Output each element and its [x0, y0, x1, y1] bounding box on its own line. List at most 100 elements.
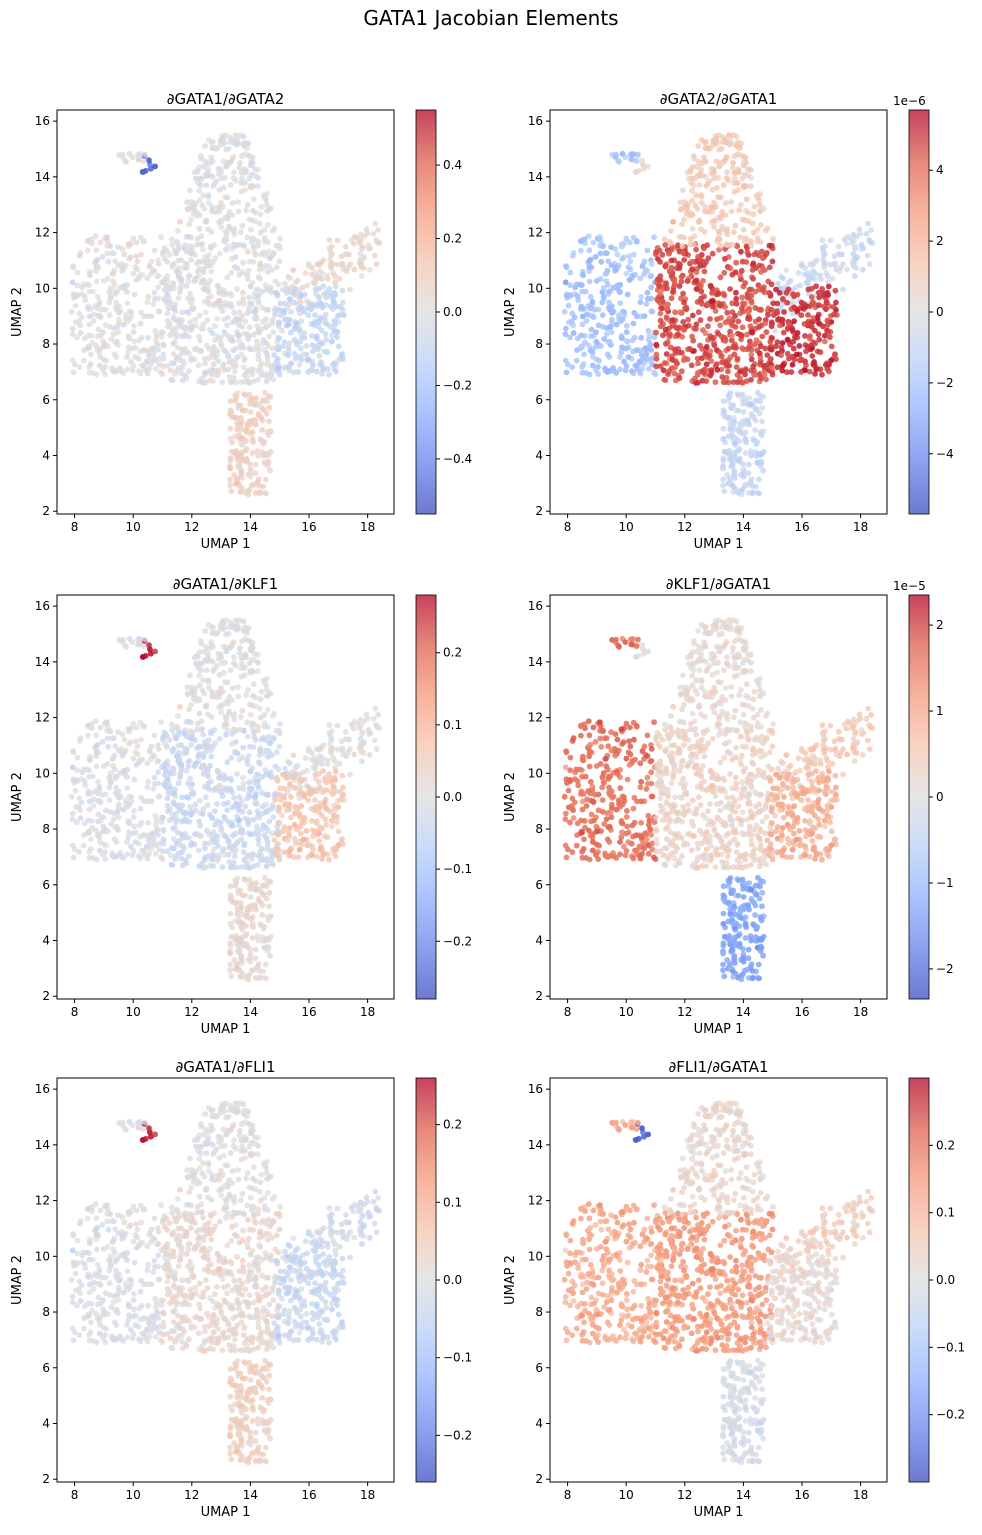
data-point [186, 368, 192, 375]
data-point [144, 760, 151, 767]
x-tick-label: 14 [243, 1005, 258, 1019]
data-point [639, 365, 645, 372]
data-point [285, 837, 291, 844]
data-point [256, 490, 263, 497]
data-point [268, 856, 275, 863]
data-point [297, 345, 304, 352]
data-point [196, 672, 203, 679]
data-point [251, 902, 258, 908]
data-point [216, 788, 223, 795]
data-point [171, 305, 178, 312]
data-point [183, 375, 190, 382]
data-point [231, 710, 238, 717]
data-point [227, 182, 234, 189]
data-point [699, 301, 705, 307]
colorbar-tick-label: −2 [936, 376, 954, 390]
y-tick-label: 8 [535, 337, 543, 351]
data-point [206, 831, 213, 837]
data-point [809, 275, 815, 281]
data-point [660, 367, 667, 374]
data-point [340, 784, 346, 791]
data-point [607, 323, 614, 330]
data-point [669, 357, 676, 363]
data-point [205, 282, 211, 289]
data-point [657, 317, 664, 324]
data-point [742, 450, 749, 456]
data-point [291, 784, 297, 791]
data-point [258, 251, 265, 258]
data-point [561, 308, 568, 315]
data-point [255, 886, 262, 893]
y-axis-label: UMAP 2 [10, 287, 25, 337]
data-point [738, 332, 745, 338]
data-point [276, 371, 283, 378]
data-point [160, 826, 167, 833]
data-point [694, 355, 701, 362]
data-point [123, 159, 129, 165]
data-point [630, 151, 636, 157]
data-point [97, 313, 103, 320]
data-point [229, 642, 235, 649]
data-point [770, 312, 777, 318]
data-point [240, 364, 247, 370]
data-point [109, 735, 115, 742]
data-point [205, 200, 212, 206]
data-point [620, 254, 627, 261]
data-point [199, 763, 206, 770]
data-point [200, 731, 207, 738]
data-point [310, 362, 316, 369]
data-point [298, 803, 305, 809]
data-point [237, 920, 243, 927]
data-point [740, 346, 747, 353]
data-point [241, 857, 248, 863]
data-point [152, 365, 159, 372]
data-point [328, 252, 334, 259]
data-point [590, 313, 596, 320]
data-point [155, 746, 162, 752]
data-point [680, 250, 687, 256]
data-point [621, 358, 627, 365]
data-point [247, 401, 253, 407]
data-point [110, 331, 117, 337]
data-point [733, 289, 739, 296]
data-point [188, 742, 195, 748]
data-point [702, 203, 708, 210]
data-point [247, 711, 254, 718]
data-point [724, 231, 731, 238]
data-point [757, 343, 764, 350]
data-point [312, 312, 318, 318]
data-point [642, 345, 649, 351]
data-point [187, 250, 194, 256]
data-point [205, 295, 211, 302]
data-point [751, 251, 758, 258]
data-point [86, 313, 93, 320]
data-point [255, 356, 262, 363]
data-point [358, 745, 365, 752]
data-point [238, 472, 244, 479]
data-point [254, 166, 261, 173]
data-point [187, 842, 194, 849]
data-point [200, 246, 207, 253]
data-point [720, 476, 726, 483]
data-point [691, 182, 697, 189]
data-point [298, 318, 305, 324]
data-point [287, 847, 293, 854]
data-point [128, 798, 135, 804]
data-point [329, 728, 335, 735]
data-point [784, 299, 790, 306]
data-point [257, 436, 263, 443]
data-point [264, 398, 270, 405]
data-point [740, 409, 747, 415]
data-point [624, 808, 630, 814]
data-point [221, 366, 228, 373]
data-point [164, 795, 171, 802]
data-point [725, 345, 732, 352]
data-point [334, 819, 340, 826]
data-point [694, 205, 701, 212]
data-point [242, 392, 249, 399]
data-point [150, 351, 157, 357]
data-point [644, 247, 651, 254]
data-point [237, 229, 244, 236]
data-point [215, 204, 221, 211]
data-point [144, 784, 151, 791]
